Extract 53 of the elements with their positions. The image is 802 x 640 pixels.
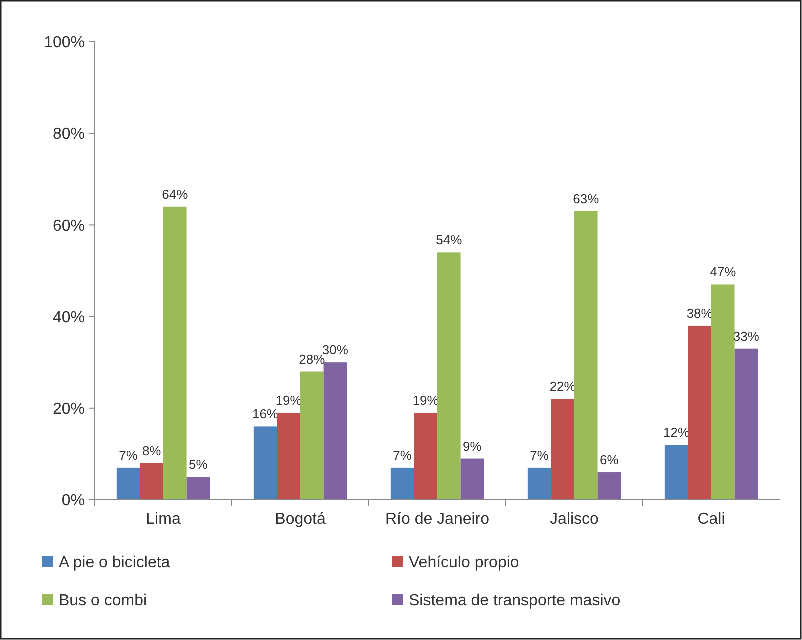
y-tick-label: 40%	[52, 309, 85, 326]
bar	[164, 206, 187, 500]
legend-label: A pie o bicicleta	[59, 554, 170, 572]
data-label: 47%	[710, 264, 737, 280]
data-label: 6%	[600, 452, 620, 468]
data-label: 19%	[412, 392, 440, 408]
bar	[390, 468, 414, 500]
data-label: 30%	[322, 342, 349, 358]
data-label: 12%	[664, 425, 690, 440]
x-tick-label: Cali	[698, 511, 726, 528]
legend-label: Vehículo propio	[409, 554, 520, 572]
data-label: 38%	[686, 306, 714, 321]
bar	[688, 326, 712, 500]
bar	[528, 468, 552, 500]
y-tick-label: 0%	[62, 492, 85, 510]
data-label: 7%	[393, 448, 412, 463]
data-label: 16%	[252, 406, 280, 422]
data-label: 9%	[463, 438, 482, 454]
bar	[414, 412, 438, 500]
bar	[300, 372, 324, 500]
x-tick-label: Bogotá	[275, 511, 326, 528]
y-tick-label: 100%	[44, 34, 85, 52]
bar	[598, 472, 622, 500]
bar	[574, 211, 598, 500]
bar	[277, 412, 300, 500]
data-label: 19%	[276, 392, 302, 408]
y-tick-label: 20%	[52, 401, 85, 418]
bar	[254, 426, 278, 500]
data-label: 54%	[436, 232, 463, 248]
x-tick-label: Río de Janeiro	[385, 511, 490, 528]
y-tick-label: 60%	[52, 218, 85, 235]
bar	[140, 463, 164, 500]
y-tick-label: 80%	[52, 126, 85, 144]
bar	[664, 445, 688, 500]
legend-label: Sistema de transporte masivo	[409, 592, 621, 610]
data-label: 8%	[142, 443, 162, 458]
bar	[324, 362, 348, 500]
bar	[116, 468, 140, 500]
data-label: 7%	[119, 448, 138, 463]
data-label: 22%	[550, 379, 576, 394]
x-tick-label: Jalisco	[550, 511, 600, 528]
bar	[551, 399, 574, 500]
x-tick-label: Lima	[146, 511, 181, 528]
data-label: 63%	[573, 191, 600, 206]
bar	[734, 348, 758, 500]
bar	[438, 252, 461, 500]
legend-label: Bus o combi	[59, 592, 148, 610]
bar	[186, 477, 210, 500]
data-label: 5%	[189, 457, 208, 472]
bar	[460, 458, 484, 500]
data-label: 64%	[162, 186, 189, 202]
bar	[712, 284, 735, 500]
data-label: 7%	[530, 448, 550, 463]
